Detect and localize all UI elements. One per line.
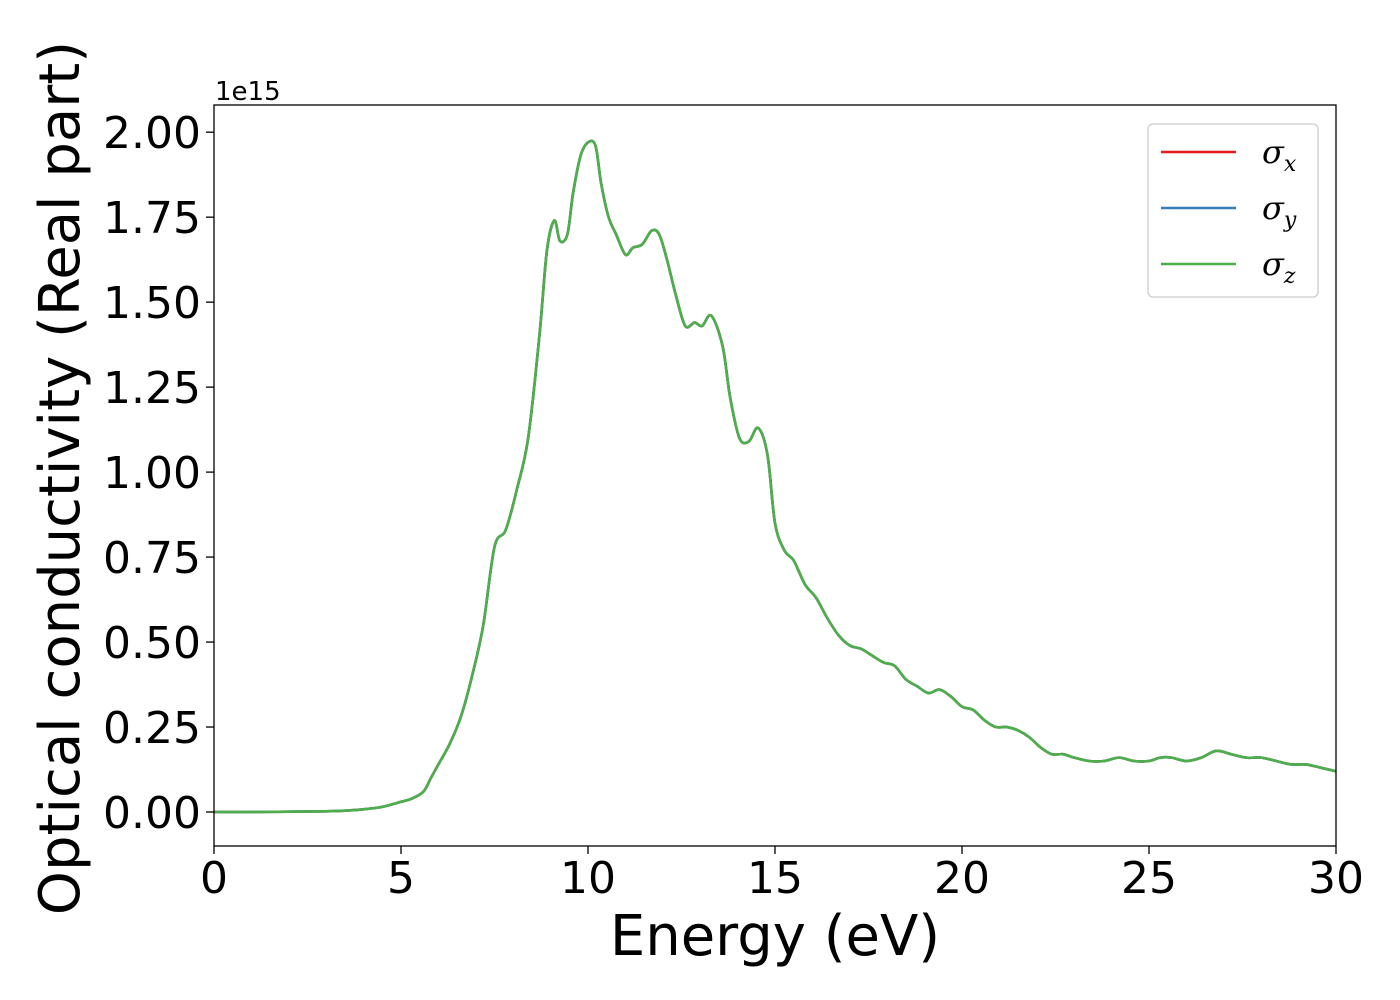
legend-label: σy xyxy=(1262,189,1297,233)
legend: σx σy σz xyxy=(1147,123,1319,298)
legend-label: σx xyxy=(1262,133,1297,177)
x-tick-label: 15 xyxy=(747,853,803,904)
y-tick-label: 0.50 xyxy=(103,618,201,669)
y-tick-label: 1.25 xyxy=(103,363,201,414)
y-tick-label: 0.75 xyxy=(103,533,201,584)
plot-area-frame xyxy=(213,104,1337,847)
y-axis-offset-text: 1e15 xyxy=(215,77,281,107)
x-tick-label: 10 xyxy=(560,853,616,904)
y-tick-label: 2.00 xyxy=(103,108,201,159)
x-axis-label: Energy (eV) xyxy=(610,904,940,969)
x-tick-label: 0 xyxy=(200,853,228,904)
x-tick-label: 25 xyxy=(1121,853,1177,904)
series-lines xyxy=(213,139,1337,814)
y-axis-label: Optical conductivity (Real part) xyxy=(28,41,93,915)
y-tick-label: 0.25 xyxy=(103,703,201,754)
legend-label: σz xyxy=(1262,245,1296,289)
x-tick-label: 20 xyxy=(934,853,990,904)
y-tick-label: 1.50 xyxy=(103,278,201,329)
y-tick-label: 1.75 xyxy=(103,193,201,244)
axis-ticks: 0 5 10 15 20 25 30 0.00 0.25 0.50 0.75 1.00 1.25 1.50… xyxy=(103,108,1364,904)
y-tick-label: 0.00 xyxy=(103,788,201,839)
x-tick-label: 30 xyxy=(1308,853,1364,904)
legend-box xyxy=(1147,123,1319,298)
y-tick-label: 1.00 xyxy=(103,448,201,499)
x-tick-label: 5 xyxy=(387,853,415,904)
legend-items: σx σy σz xyxy=(1161,133,1297,289)
sigma-z-line xyxy=(213,139,1337,814)
